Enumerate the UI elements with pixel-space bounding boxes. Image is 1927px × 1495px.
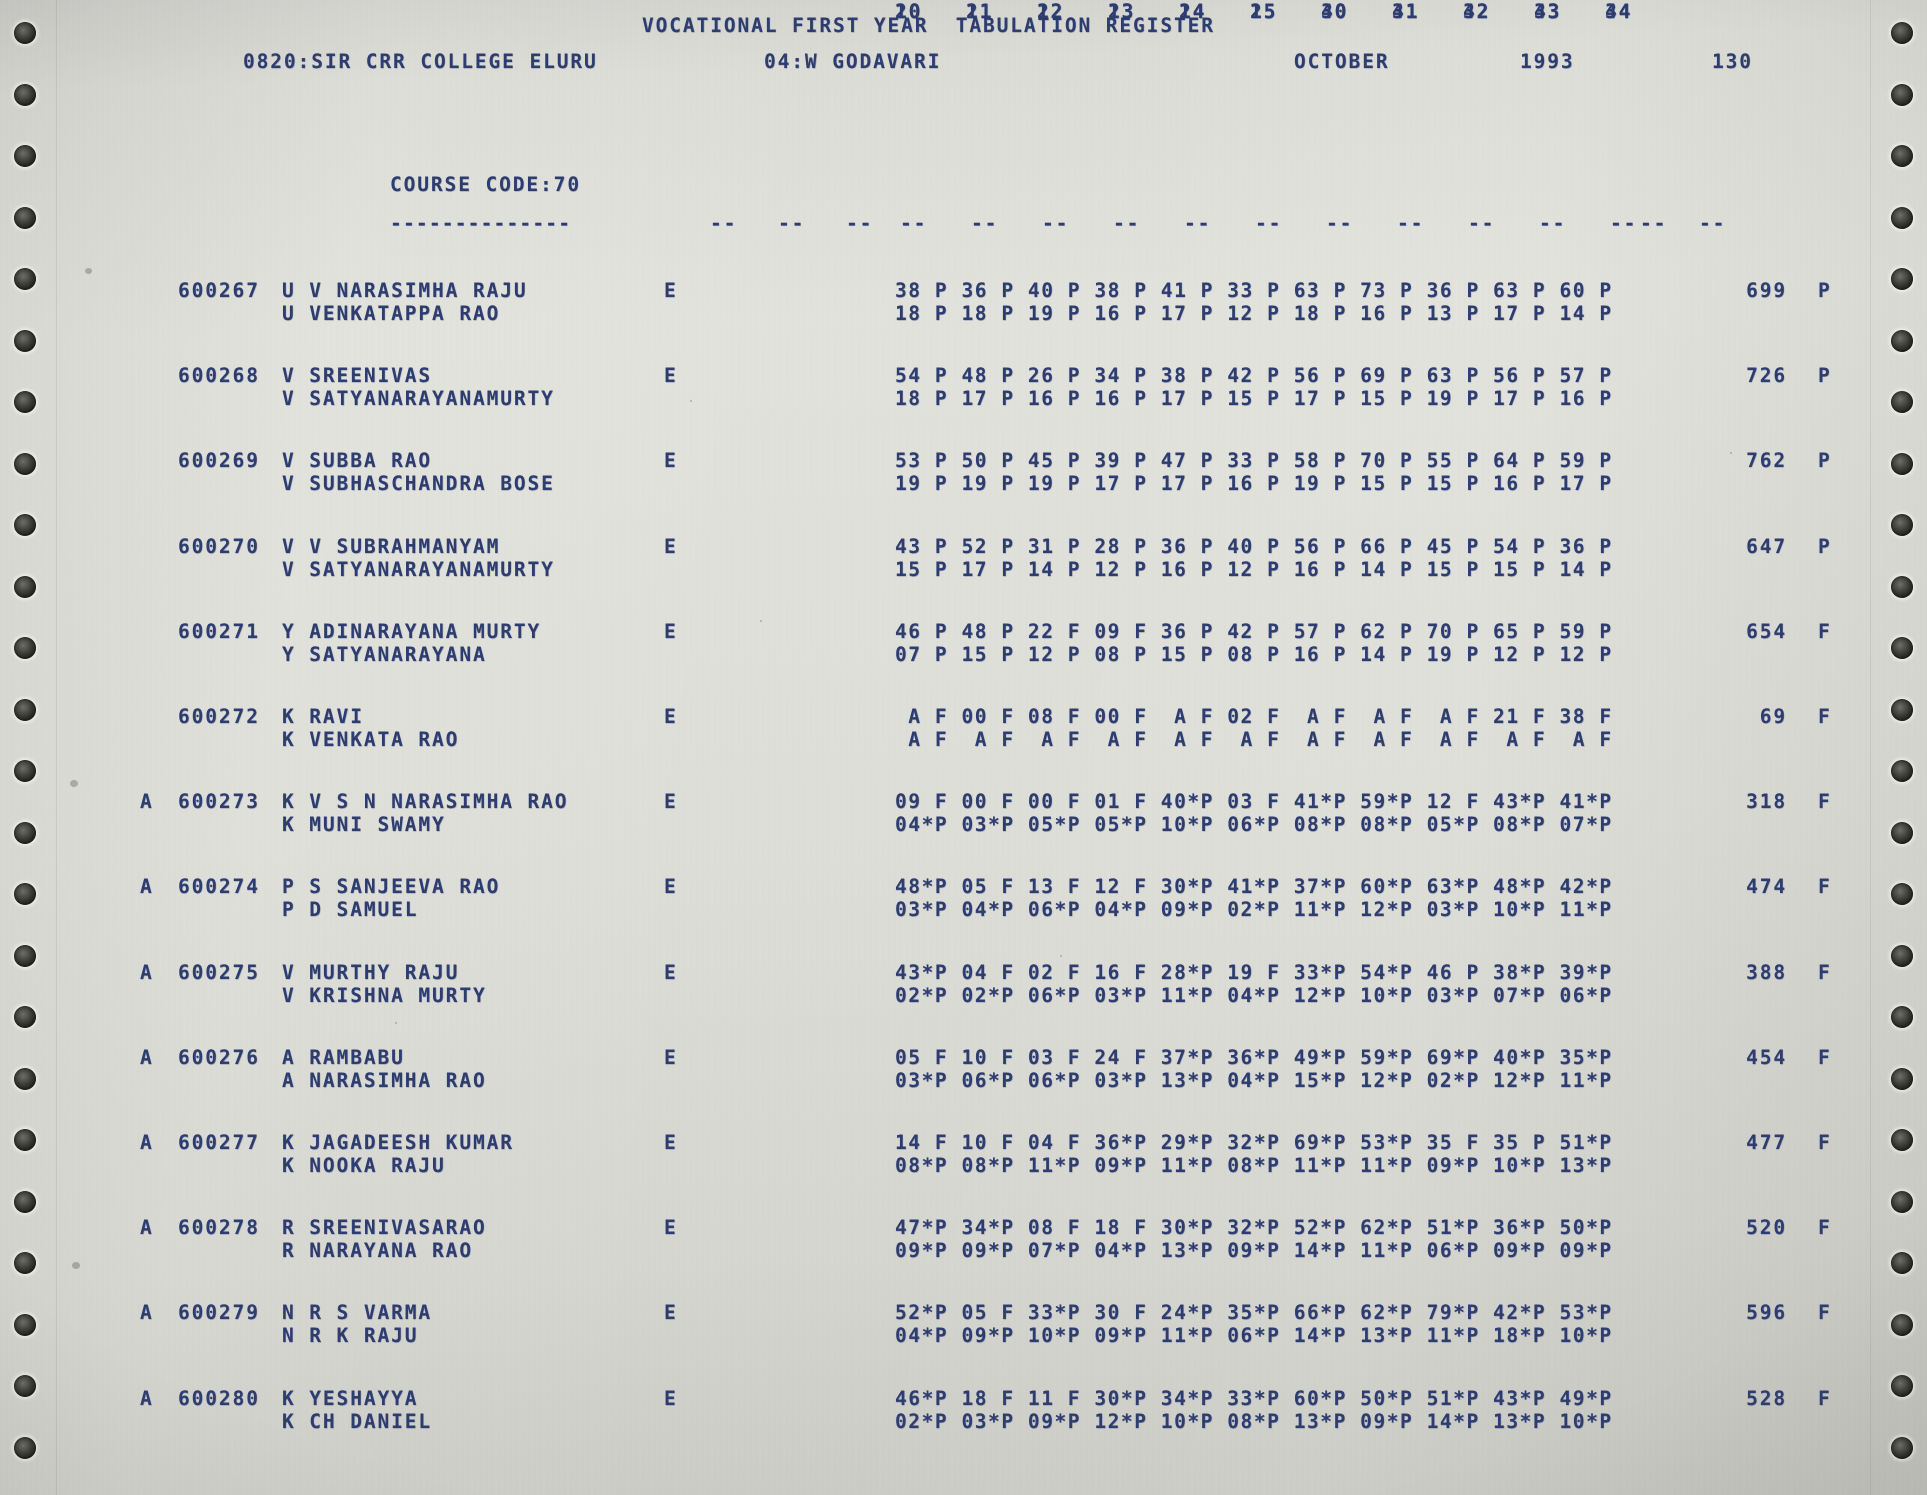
feed-hole: [1891, 1313, 1913, 1336]
feed-hole: [1891, 1190, 1913, 1213]
feed-hole: [14, 22, 36, 44]
feed-hole: [14, 760, 36, 782]
feed-hole: [14, 1436, 36, 1459]
paper-speck: [760, 620, 762, 622]
feed-hole: [1891, 1436, 1913, 1459]
feed-hole: [14, 452, 36, 475]
feed-hole: [14, 145, 36, 167]
paper-speck: [72, 1262, 80, 1269]
feed-hole: [1891, 514, 1913, 536]
feed-hole: [14, 1375, 36, 1397]
feed-hole: [1891, 329, 1913, 352]
feed-hole: [1891, 821, 1913, 844]
feed-hole: [1891, 391, 1913, 413]
feed-hole: [1891, 575, 1913, 598]
feed-hole: [14, 1129, 36, 1151]
feed-hole: [1891, 22, 1913, 44]
feed-hole: [1891, 944, 1913, 967]
feed-hole: [14, 83, 36, 106]
feed-hole: [1891, 883, 1913, 905]
feed-hole: [14, 206, 36, 229]
feed-hole: [1891, 1129, 1913, 1151]
perforation-line-right: [1870, 0, 1871, 1495]
feed-hole: [14, 698, 36, 721]
feed-hole: [14, 1067, 36, 1090]
feed-hole: [14, 329, 36, 352]
paper-speck: [1060, 955, 1062, 957]
tractor-feed-holes-right: [1865, 0, 1927, 1495]
tractor-feed-holes-left: [0, 0, 62, 1495]
feed-hole: [1891, 268, 1913, 290]
feed-hole: [1891, 1252, 1913, 1274]
feed-hole: [14, 883, 36, 905]
feed-hole: [1891, 1375, 1913, 1397]
feed-hole: [1891, 145, 1913, 167]
feed-hole: [1891, 698, 1913, 721]
feed-hole: [14, 1252, 36, 1274]
feed-hole: [1891, 637, 1913, 659]
feed-hole: [1891, 760, 1913, 782]
feed-hole: [14, 268, 36, 290]
feed-hole: [14, 821, 36, 844]
perforation-line-left: [56, 0, 57, 1495]
feed-hole: [1891, 1006, 1913, 1028]
feed-hole: [14, 514, 36, 536]
feed-hole: [1891, 206, 1913, 229]
feed-hole: [14, 575, 36, 598]
feed-hole: [1891, 452, 1913, 475]
paper-speck: [395, 1022, 397, 1024]
feed-hole: [14, 637, 36, 659]
feed-hole: [1891, 83, 1913, 106]
feed-hole: [14, 1190, 36, 1213]
feed-hole: [1891, 1067, 1913, 1090]
paper-speck: [85, 268, 92, 274]
feed-hole: [14, 391, 36, 413]
feed-hole: [14, 1006, 36, 1028]
paper-speck: [70, 780, 78, 787]
feed-hole: [14, 1313, 36, 1336]
paper-speck: [690, 400, 692, 402]
feed-hole: [14, 944, 36, 967]
paper-speck: [1730, 452, 1732, 454]
